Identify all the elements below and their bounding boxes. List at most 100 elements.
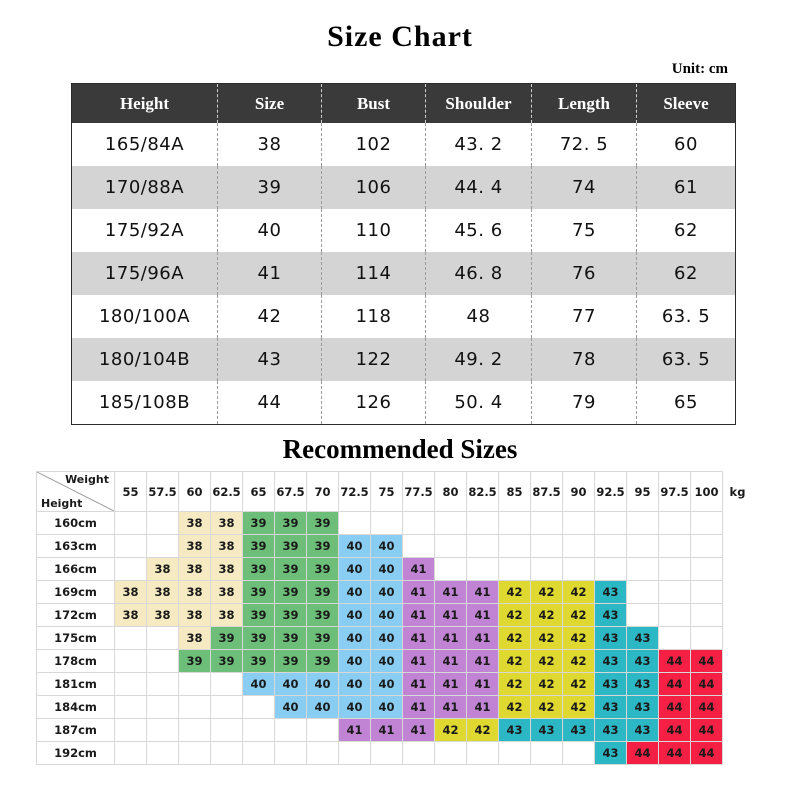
matrix-size-cell: 44 xyxy=(658,695,691,719)
matrix-size-cell: 44 xyxy=(690,672,723,696)
page-title: Size Chart xyxy=(327,20,473,53)
matrix-size-cell: 41 xyxy=(434,603,467,627)
cell-bust: 102 xyxy=(321,123,426,166)
matrix-size-cell: 39 xyxy=(242,534,275,558)
weight-column-header: 92.5 xyxy=(594,471,627,512)
matrix-size-cell: 41 xyxy=(402,626,435,650)
matrix-size-cell: 41 xyxy=(402,695,435,719)
matrix-empty-cell xyxy=(690,557,723,581)
cell-length: 75 xyxy=(531,209,637,252)
matrix-empty-cell xyxy=(114,649,147,673)
matrix-row-spacer xyxy=(723,719,753,742)
recommended-matrix-header-row: Weight Height 55 57.5 60 62.5 65 67.5 70 72.5 75… xyxy=(36,471,753,512)
table-row: 175/92A 40 110 45. 6 75 62 xyxy=(71,209,736,252)
weight-column-header: 70 xyxy=(306,471,339,512)
matrix-size-cell: 40 xyxy=(338,626,371,650)
matrix-empty-cell xyxy=(466,534,499,558)
matrix-empty-cell xyxy=(210,741,243,765)
matrix-size-cell: 38 xyxy=(146,557,179,581)
matrix-empty-cell xyxy=(338,511,371,535)
matrix-empty-cell xyxy=(434,741,467,765)
matrix-row-spacer xyxy=(723,696,753,719)
matrix-row: 160cm 38 38 39 39 39 xyxy=(36,511,753,535)
diagonal-divider-icon xyxy=(37,472,114,511)
matrix-empty-cell xyxy=(466,557,499,581)
weight-column-header: 77.5 xyxy=(402,471,435,512)
matrix-size-cell: 41 xyxy=(370,718,403,742)
matrix-empty-cell xyxy=(466,511,499,535)
matrix-empty-cell xyxy=(114,557,147,581)
matrix-row-spacer xyxy=(723,673,753,696)
matrix-size-cell: 42 xyxy=(498,603,531,627)
matrix-empty-cell xyxy=(658,626,691,650)
matrix-size-cell: 40 xyxy=(338,603,371,627)
matrix-size-cell: 40 xyxy=(338,695,371,719)
matrix-size-cell: 40 xyxy=(370,534,403,558)
weight-column-header: 55 xyxy=(114,471,147,512)
matrix-size-cell: 41 xyxy=(466,695,499,719)
matrix-empty-cell xyxy=(434,534,467,558)
matrix-empty-cell xyxy=(626,580,659,604)
matrix-empty-cell xyxy=(498,741,531,765)
matrix-row: 172cm 38 38 38 38 39 39 39 40 40 41 41 41 42 42 42 43 xyxy=(36,603,753,627)
matrix-size-cell: 42 xyxy=(530,672,563,696)
cell-height: 180/100A xyxy=(71,295,218,338)
matrix-size-cell: 42 xyxy=(530,626,563,650)
cell-height: 175/96A xyxy=(71,252,218,295)
matrix-size-cell: 42 xyxy=(434,718,467,742)
height-row-label: 184cm xyxy=(36,695,115,719)
matrix-empty-cell xyxy=(274,741,307,765)
matrix-size-cell: 38 xyxy=(178,580,211,604)
matrix-size-cell: 44 xyxy=(690,741,723,765)
height-row-label: 178cm xyxy=(36,649,115,673)
matrix-size-cell: 42 xyxy=(530,649,563,673)
matrix-size-cell: 42 xyxy=(498,695,531,719)
matrix-empty-cell xyxy=(306,718,339,742)
matrix-empty-cell xyxy=(690,511,723,535)
matrix-empty-cell xyxy=(690,603,723,627)
matrix-size-cell: 41 xyxy=(338,718,371,742)
matrix-empty-cell xyxy=(146,718,179,742)
axis-corner-cell: Weight Height xyxy=(36,471,115,512)
cell-sleeve: 63. 5 xyxy=(636,338,736,381)
matrix-size-cell: 42 xyxy=(498,672,531,696)
matrix-size-cell: 41 xyxy=(466,603,499,627)
matrix-size-cell: 42 xyxy=(562,695,595,719)
matrix-empty-cell xyxy=(626,603,659,627)
cell-length: 78 xyxy=(531,338,637,381)
matrix-empty-cell xyxy=(530,511,563,535)
matrix-size-cell: 42 xyxy=(530,695,563,719)
height-row-label: 166cm xyxy=(36,557,115,581)
matrix-empty-cell xyxy=(690,626,723,650)
matrix-size-cell: 40 xyxy=(370,580,403,604)
height-row-label: 163cm xyxy=(36,534,115,558)
height-row-label: 175cm xyxy=(36,626,115,650)
cell-height: 175/92A xyxy=(71,209,218,252)
matrix-size-cell: 40 xyxy=(370,649,403,673)
matrix-size-cell: 42 xyxy=(498,580,531,604)
height-row-label: 169cm xyxy=(36,580,115,604)
height-axis-label: Height xyxy=(41,497,83,510)
matrix-size-cell: 41 xyxy=(402,557,435,581)
weight-column-header: 95 xyxy=(626,471,659,512)
matrix-size-cell: 42 xyxy=(498,626,531,650)
matrix-size-cell: 40 xyxy=(338,580,371,604)
matrix-size-cell: 40 xyxy=(338,649,371,673)
matrix-size-cell: 41 xyxy=(434,695,467,719)
matrix-size-cell: 43 xyxy=(594,741,627,765)
weight-column-header: 65 xyxy=(242,471,275,512)
matrix-size-cell: 41 xyxy=(434,626,467,650)
matrix-size-cell: 38 xyxy=(114,603,147,627)
matrix-empty-cell xyxy=(626,511,659,535)
matrix-size-cell: 44 xyxy=(658,672,691,696)
table-row: 180/104B 43 122 49. 2 78 63. 5 xyxy=(71,338,736,381)
matrix-size-cell: 38 xyxy=(210,534,243,558)
size-chart-header-row: Height Size Bust Shoulder Length Sleeve xyxy=(71,83,736,123)
cell-bust: 126 xyxy=(321,381,426,425)
cell-bust: 122 xyxy=(321,338,426,381)
table-row: 165/84A 38 102 43. 2 72. 5 60 xyxy=(71,123,736,166)
cell-bust: 114 xyxy=(321,252,426,295)
weight-column-header: 100 xyxy=(690,471,723,512)
matrix-size-cell: 40 xyxy=(338,672,371,696)
recommended-matrix-body: 160cm 38 38 39 39 39 163cm 38 38 39 39 39 40 40 166cm 3… xyxy=(36,511,753,765)
